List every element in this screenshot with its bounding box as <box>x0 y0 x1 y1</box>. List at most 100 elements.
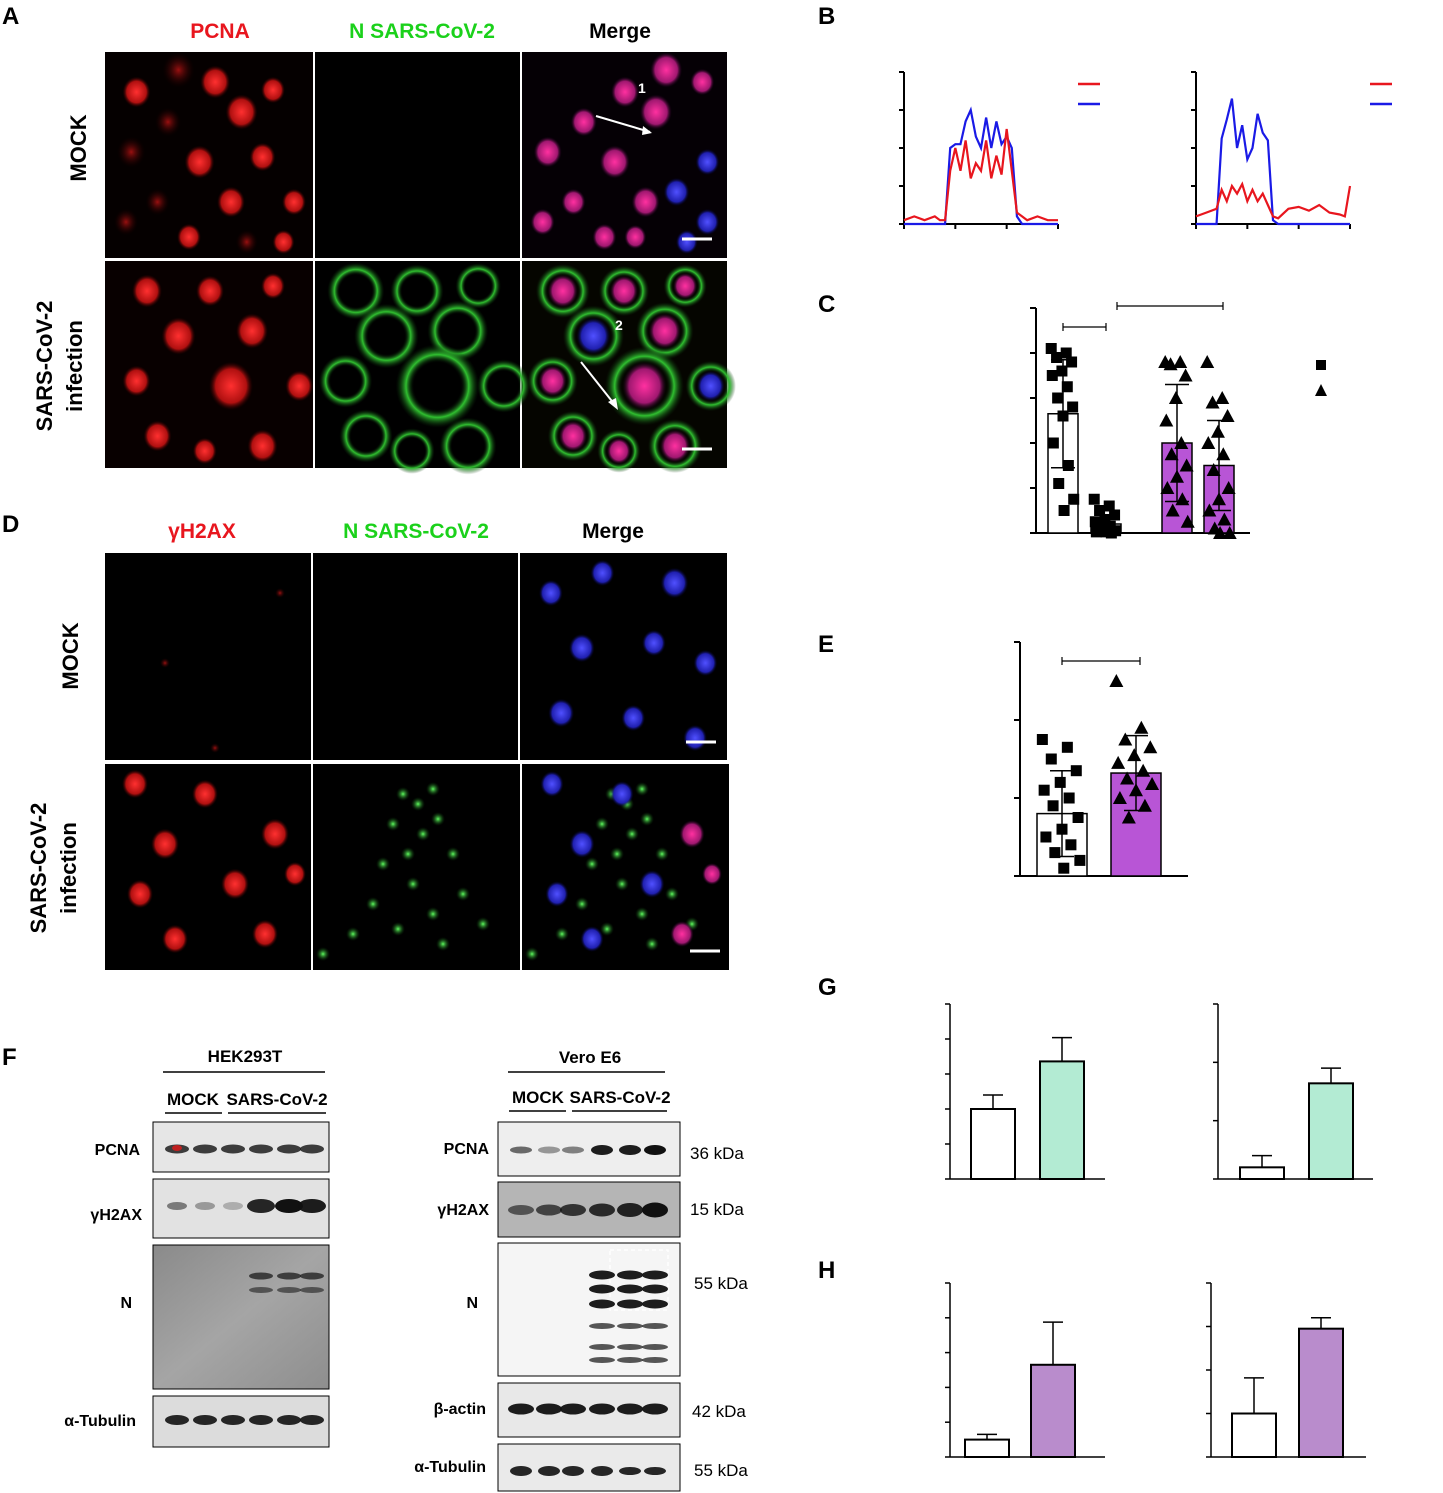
bar <box>1298 1327 1344 1459</box>
nucleus-merge-sars <box>606 437 631 465</box>
arrow-1-line <box>595 115 651 133</box>
band-vero-bactin <box>536 1403 562 1415</box>
data-point <box>1057 410 1069 422</box>
chart-g-pcna-hek293t <box>945 1003 1105 1181</box>
band-hek-pcna <box>277 1144 301 1154</box>
kda-label-5: 55 kDa <box>694 1461 748 1480</box>
nucleus-merge-sars <box>648 313 681 349</box>
data-point <box>1072 812 1084 823</box>
n-speck-sars <box>391 922 405 936</box>
nucleus-merge-mock <box>639 94 672 130</box>
n-speck-sars <box>436 937 450 951</box>
nucleus-merge-sars-d <box>639 870 665 898</box>
bar <box>970 1108 1016 1180</box>
nucleus-merge-mock <box>695 208 720 236</box>
series-line-dapi <box>1196 98 1350 226</box>
band-vero-tubulin <box>538 1466 560 1476</box>
nucleus-merge-sars <box>610 275 638 307</box>
n-speck-sars <box>406 877 420 891</box>
data-point <box>1109 674 1124 687</box>
data-point <box>1054 776 1066 788</box>
nucleus-merge-mock <box>592 223 617 251</box>
band-hek-n-upper <box>249 1272 273 1280</box>
n-speck-sars <box>456 887 470 901</box>
nucleus-merge-mock <box>663 177 690 207</box>
data-point <box>1036 734 1048 745</box>
nucleus-merge-mock <box>650 52 683 88</box>
nucleus-merge-sars-d <box>569 830 595 858</box>
panel-letter-a: A <box>2 3 19 30</box>
band-vero-n <box>642 1299 668 1309</box>
data-point <box>1068 493 1080 505</box>
panel-f-blots: HEK293T MOCK SARS-CoV-2 PCNA γH2AX N α-T… <box>64 1047 748 1492</box>
data-point <box>1040 831 1052 843</box>
blot-hek-sars: SARS-CoV-2 <box>226 1090 327 1109</box>
n-speck-merge <box>610 847 624 861</box>
data-point <box>1213 526 1228 539</box>
nucleus-pcna-sars <box>161 317 196 355</box>
nucleus-pcna-sars <box>261 272 285 300</box>
band-hek-n-upper <box>277 1272 301 1280</box>
data-point <box>1210 424 1225 438</box>
band-vero-gh2ax <box>508 1205 534 1215</box>
nucleus-merge-mock <box>530 208 555 236</box>
band-vero-tubulin <box>562 1466 584 1476</box>
n-speck-sars <box>376 857 390 871</box>
nucleus-pcna-mock <box>225 94 258 130</box>
cytoplasm-n-sars <box>319 354 373 408</box>
data-point <box>1045 343 1057 354</box>
data-point <box>1049 847 1061 859</box>
nucleus-merge-mock-d <box>683 724 708 752</box>
data-point <box>1056 823 1068 835</box>
nucleus-merge-sars-d <box>580 926 604 952</box>
nucleus-merge-sars <box>538 365 567 397</box>
nucleus-merge-mock <box>695 148 720 176</box>
band-hek-tubulin <box>277 1415 301 1425</box>
nucleus-pcna-sars <box>285 370 314 402</box>
blot-hek-row-tubulin: α-Tubulin <box>64 1413 136 1430</box>
nucleus-pcna-mock <box>217 186 245 218</box>
panel-d-micrographs: γH2AX N SARS-CoV-2 Merge MOCK SARS-CoV-2… <box>26 520 729 970</box>
data-point <box>1145 776 1160 790</box>
series-line-pcna <box>903 128 1058 222</box>
chart-g-gh2ax-hek293t <box>1213 1003 1373 1181</box>
nucleus-pcna-sars <box>209 361 253 411</box>
band-vero-n <box>617 1344 643 1350</box>
blot-vero-highlight-box <box>609 1249 669 1311</box>
data-point <box>1051 352 1063 363</box>
band-hek-gh2ax <box>223 1202 243 1210</box>
band-vero-pcna <box>510 1146 532 1154</box>
band-hek-n-lower <box>277 1287 301 1293</box>
nucleus-merge-sars-d <box>702 863 722 885</box>
data-point <box>1070 765 1082 777</box>
nucleus-merge-mock-d <box>693 649 718 677</box>
blot-vero-row-bactin: β-actin <box>434 1401 486 1418</box>
nucleus-merge-mock <box>533 136 562 168</box>
data-point <box>1127 748 1142 762</box>
data-point <box>1103 500 1115 512</box>
n-speck-sars <box>401 847 415 861</box>
nucleus-pcna-sars <box>122 365 151 397</box>
data-point <box>1165 503 1180 517</box>
blot-hek-row-gh2ax: γH2AX <box>90 1207 142 1224</box>
n-speck-merge <box>665 887 679 901</box>
nucleus-pcna-mock <box>184 145 215 179</box>
band-hek-gh2ax <box>195 1202 215 1210</box>
data-point <box>1094 505 1106 516</box>
data-point <box>1120 771 1135 785</box>
nucleus-merge-sars <box>547 274 578 308</box>
arrow-1-head <box>642 126 652 135</box>
nucleus-pcna-sars <box>143 420 172 452</box>
band-vero-n <box>589 1357 615 1363</box>
arrow-1-label: 1 <box>638 80 646 96</box>
data-point <box>1105 527 1117 539</box>
legend-mock-marker <box>1316 360 1326 370</box>
panel-letter-f: F <box>2 1044 17 1071</box>
panel-a-row-mock: MOCK <box>66 114 91 181</box>
band-hek-n-lower <box>300 1287 324 1293</box>
data-point <box>1045 753 1057 765</box>
band-hek-tubulin <box>221 1415 245 1425</box>
nucleus-merge-sars <box>622 361 667 411</box>
nucleus-pcna-mock <box>282 188 306 216</box>
panel-d-row-mock: MOCK <box>58 622 83 689</box>
